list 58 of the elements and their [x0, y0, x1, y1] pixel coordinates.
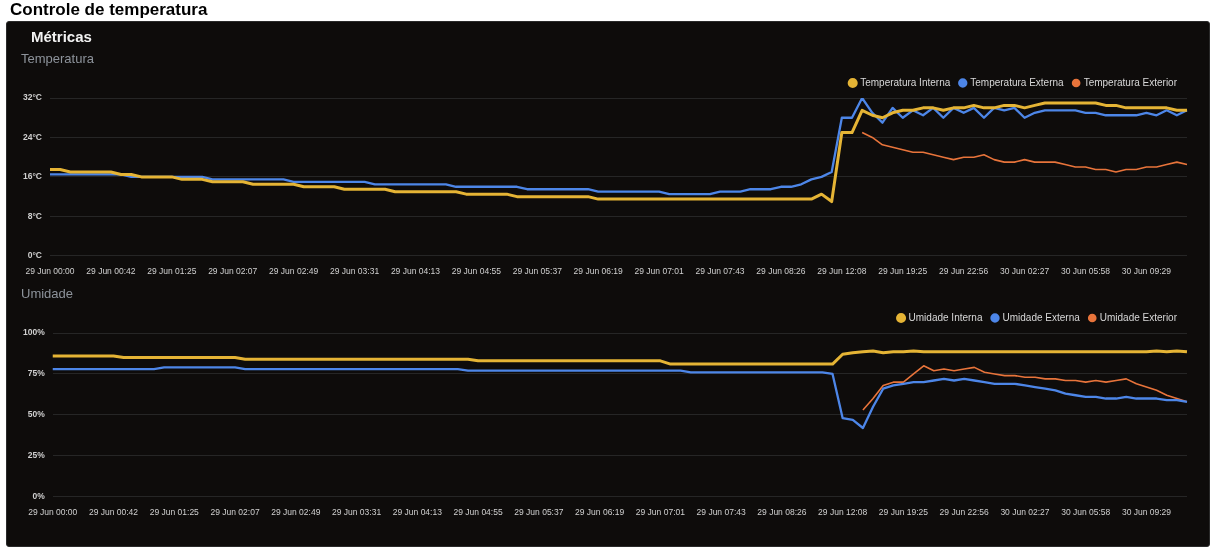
- y-tick-label: 25%: [27, 450, 46, 461]
- y-tick-label: 8°C: [27, 210, 42, 221]
- x-tick-label: 29 Jun 04:55: [451, 266, 502, 277]
- x-tick-label: 29 Jun 01:25: [147, 266, 197, 277]
- text: Controle de temperatura: [9, 0, 209, 20]
- y-tick-label: 16°C: [22, 171, 42, 182]
- y-tick-label: 24°C: [22, 131, 42, 142]
- x-tick-label: 29 Jun 04:13: [392, 507, 443, 518]
- x-tick-label: 29 Jun 07:01: [635, 507, 686, 518]
- x-tick-label: 30 Jun 02:27: [1000, 507, 1050, 518]
- x-tick-label: 29 Jun 22:56: [939, 507, 990, 518]
- x-tick-label: 29 Jun 03:31: [331, 507, 382, 518]
- y-tick-label: 32°C: [22, 92, 42, 103]
- x-tick-label: 30 Jun 05:58: [1060, 266, 1111, 277]
- legend-label: Temperatura Exterior: [1083, 76, 1178, 88]
- x-tick-label: 29 Jun 00:00: [25, 266, 75, 277]
- x-tick-label: 29 Jun 02:49: [269, 266, 319, 277]
- x-tick-label: 30 Jun 05:58: [1061, 507, 1111, 518]
- x-tick-label: 29 Jun 08:26: [757, 507, 807, 518]
- legend-label: Umidade Exterior: [1099, 311, 1178, 323]
- x-tick-label: 29 Jun 12:08: [817, 266, 867, 277]
- x-tick-label: 29 Jun 01:25: [149, 507, 200, 518]
- x-tick-label: 29 Jun 04:13: [390, 266, 441, 277]
- x-tick-label: 29 Jun 00:42: [88, 507, 139, 518]
- x-tick-label: 29 Jun 05:37: [512, 266, 563, 277]
- x-tick-label: 29 Jun 04:55: [453, 507, 503, 518]
- x-tick-label: 29 Jun 06:19: [575, 507, 625, 518]
- x-tick-label: 30 Jun 09:29: [1121, 266, 1172, 277]
- x-tick-label: 29 Jun 12:08: [818, 507, 868, 518]
- x-tick-label: 29 Jun 02:07: [208, 266, 258, 277]
- chart-title: Umidade: [21, 286, 75, 301]
- x-tick-label: 29 Jun 00:00: [28, 507, 78, 518]
- chart-title: Temperatura: [21, 51, 95, 66]
- x-tick-label: 29 Jun 22:56: [939, 266, 989, 277]
- x-tick-label: 29 Jun 19:25: [878, 266, 928, 277]
- y-tick-label: 100%: [22, 327, 46, 338]
- legend-label: Temperatura Interna: [860, 76, 951, 88]
- text: Métricas: [31, 28, 93, 45]
- legend-label: Umidade Externa: [1002, 311, 1081, 323]
- y-tick-label: 0%: [32, 491, 46, 502]
- x-tick-label: 29 Jun 07:43: [696, 507, 746, 518]
- x-tick-label: 29 Jun 07:43: [695, 266, 745, 277]
- x-tick-label: 29 Jun 02:49: [271, 507, 321, 518]
- x-tick-label: 29 Jun 19:25: [878, 507, 929, 518]
- x-tick-label: 30 Jun 02:27: [999, 266, 1050, 277]
- x-tick-label: 30 Jun 09:29: [1121, 507, 1172, 518]
- x-tick-label: 29 Jun 07:01: [634, 266, 684, 277]
- x-tick-label: 29 Jun 05:37: [514, 507, 564, 518]
- x-tick-label: 29 Jun 08:26: [756, 266, 806, 277]
- x-tick-label: 29 Jun 06:19: [573, 266, 624, 277]
- y-tick-label: 50%: [27, 409, 46, 420]
- x-tick-label: 29 Jun 00:42: [86, 266, 136, 277]
- x-tick-label: 29 Jun 02:07: [210, 507, 260, 518]
- x-tick-label: 29 Jun 03:31: [329, 266, 380, 277]
- legend-label: Temperatura Externa: [970, 76, 1065, 88]
- legend-label: Umidade Interna: [908, 311, 983, 323]
- y-tick-label: 0°C: [27, 250, 42, 261]
- y-tick-label: 75%: [27, 368, 46, 379]
